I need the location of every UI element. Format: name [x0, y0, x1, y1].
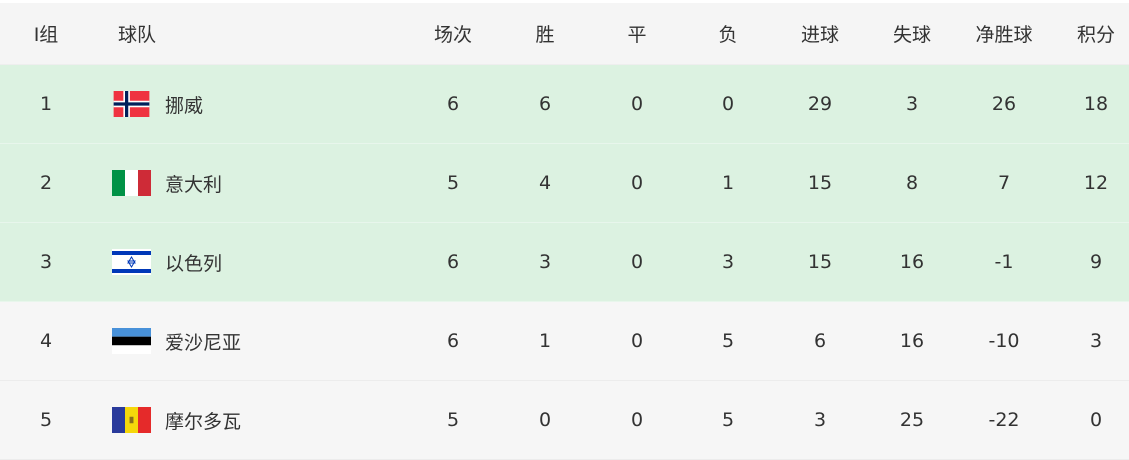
stat-gd: 26 — [991, 93, 1017, 115]
stat-gd: -1 — [994, 251, 1014, 273]
stat-gd: -10 — [988, 330, 1020, 352]
stat-win: 6 — [538, 93, 552, 115]
table-row[interactable]: 4 爱沙尼亚 6 1 0 5 6 16 -10 3 — [0, 302, 1129, 381]
stat-loss: 1 — [721, 172, 735, 194]
stat-draw: 0 — [630, 172, 644, 194]
stat-gf: 15 — [807, 251, 833, 273]
table-row[interactable]: 1 挪威 6 6 0 0 29 3 26 18 — [0, 65, 1129, 144]
rank: 1 — [39, 93, 53, 115]
stat-pts: 0 — [1089, 409, 1103, 431]
stat-ga: 8 — [905, 172, 919, 194]
stat-gf: 6 — [813, 330, 827, 352]
stat-ga: 16 — [899, 251, 925, 273]
team-cell[interactable]: 挪威 — [112, 65, 362, 143]
stat-pts: 12 — [1083, 172, 1109, 194]
rank: 4 — [39, 330, 53, 352]
stat-loss: 0 — [721, 93, 735, 115]
stat-played: 6 — [446, 93, 460, 115]
stat-gd: 7 — [997, 172, 1011, 194]
team-name: 爱沙尼亚 — [165, 331, 242, 354]
stat-win: 1 — [538, 330, 552, 352]
team-name: 摩尔多瓦 — [165, 410, 242, 433]
stat-draw: 0 — [630, 330, 644, 352]
stat-played: 5 — [446, 409, 460, 431]
stat-gf: 15 — [807, 172, 833, 194]
team-name: 意大利 — [165, 173, 223, 196]
stat-pts: 18 — [1083, 93, 1109, 115]
stat-gf: 29 — [807, 93, 833, 115]
estonia-flag-icon — [112, 328, 151, 354]
team-cell[interactable]: 爱沙尼亚 — [112, 302, 362, 380]
stat-played: 6 — [446, 330, 460, 352]
header-goals-for: 进球 — [800, 24, 839, 46]
stat-win: 3 — [538, 251, 552, 273]
stat-played: 6 — [446, 251, 460, 273]
rank: 3 — [39, 251, 53, 273]
stat-played: 5 — [446, 172, 460, 194]
stat-ga: 3 — [905, 93, 919, 115]
israel-flag-icon — [112, 249, 151, 275]
header-goal-diff: 净胜球 — [975, 24, 1033, 46]
team-name: 挪威 — [165, 94, 204, 117]
stat-pts: 3 — [1089, 330, 1103, 352]
team-cell[interactable]: 意大利 — [112, 144, 362, 222]
header-points: 积分 — [1076, 24, 1115, 46]
stat-ga: 16 — [899, 330, 925, 352]
stat-draw: 0 — [630, 409, 644, 431]
stat-draw: 0 — [630, 93, 644, 115]
header-team: 球队 — [118, 24, 157, 46]
rank: 2 — [39, 172, 53, 194]
team-name: 以色列 — [165, 252, 223, 275]
stat-draw: 0 — [630, 251, 644, 273]
stat-win: 0 — [538, 409, 552, 431]
header-group: I组 — [33, 24, 59, 46]
stat-loss: 5 — [721, 330, 735, 352]
table-row[interactable]: 2 意大利 5 4 0 1 15 8 7 12 — [0, 144, 1129, 223]
stat-ga: 25 — [899, 409, 925, 431]
header-goals-against: 失球 — [892, 24, 931, 46]
stat-win: 4 — [538, 172, 552, 194]
moldova-flag-icon — [112, 407, 151, 433]
rank: 5 — [39, 409, 53, 431]
table-header: I组 球队 场次 胜 平 负 进球 失球 净胜球 积分 — [0, 3, 1129, 65]
stat-loss: 3 — [721, 251, 735, 273]
header-win: 胜 — [535, 24, 555, 46]
stat-gd: -22 — [988, 409, 1020, 431]
table-row[interactable]: 5 摩尔多瓦 5 0 0 5 3 25 -22 0 — [0, 381, 1129, 460]
stat-gf: 3 — [813, 409, 827, 431]
stat-loss: 5 — [721, 409, 735, 431]
stat-pts: 9 — [1089, 251, 1103, 273]
header-draw: 平 — [627, 24, 647, 46]
norway-flag-icon — [112, 91, 151, 117]
table-row[interactable]: 3 以色列 6 3 0 3 15 16 -1 9 — [0, 223, 1129, 302]
team-cell[interactable]: 以色列 — [112, 223, 362, 301]
standings-table: I组 球队 场次 胜 平 负 进球 失球 净胜球 积分 1 挪威 6 6 0 0 29 3… — [0, 3, 1129, 460]
header-loss: 负 — [718, 24, 738, 46]
header-played: 场次 — [433, 24, 472, 46]
italy-flag-icon — [112, 170, 151, 196]
team-cell[interactable]: 摩尔多瓦 — [112, 381, 362, 459]
